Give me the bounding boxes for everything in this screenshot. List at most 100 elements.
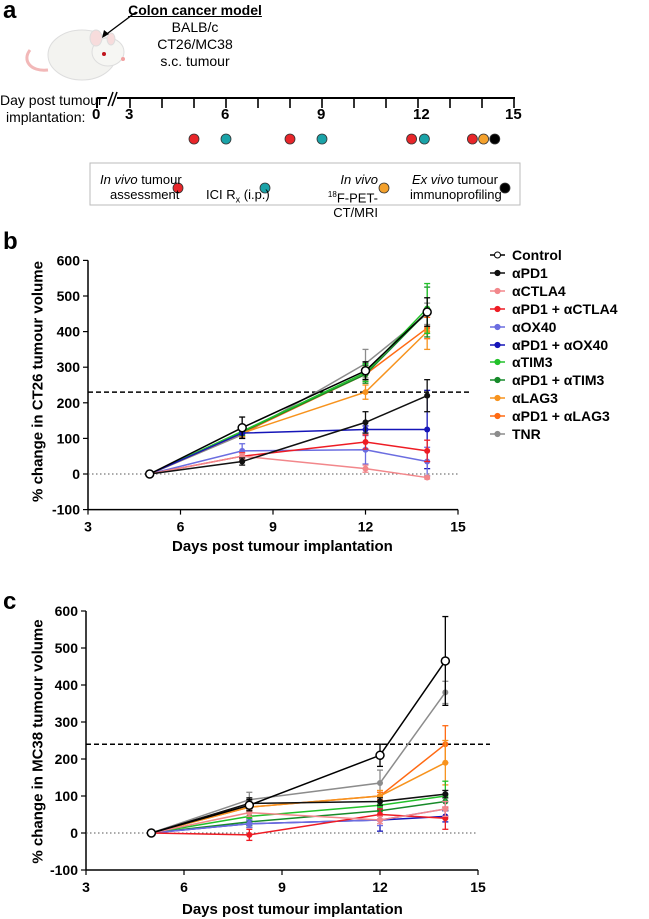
legend-assessment-text-2: assessment: [110, 187, 180, 202]
y-tick-label: 100: [57, 430, 81, 446]
data-point: [377, 798, 383, 805]
series-tnr: [149, 302, 431, 475]
mouse-ear: [89, 29, 103, 47]
legend-entry: TNR: [489, 426, 541, 442]
event-dot-assessment: [466, 133, 478, 145]
legend-assessment: In vivo tumour assessment: [100, 172, 182, 202]
y-tick-label: 200: [55, 751, 79, 767]
legend-entry: αLAG3: [489, 390, 558, 406]
model-strain: BALB/c: [171, 19, 219, 35]
series-line: [151, 762, 446, 834]
y-tick-label: -100: [50, 862, 78, 878]
legend-entry: αOX40: [489, 319, 556, 335]
data-point: [237, 422, 247, 433]
data-point: [377, 780, 383, 787]
event-dot-assessment: [284, 133, 296, 145]
data-point: [424, 392, 431, 399]
legend-assessment-italic: In vivo: [100, 172, 138, 187]
mouse-nose: [121, 57, 125, 61]
y-tick-label: 300: [55, 714, 79, 730]
data-point: [377, 817, 383, 824]
data-point: [362, 438, 369, 445]
panel-b-letter: b: [3, 228, 18, 255]
legend-label: Control: [512, 247, 562, 263]
legend-dot-ici: [259, 182, 271, 194]
mouse-ear-2: [106, 32, 116, 46]
legend-exvivo-text: tumour: [453, 172, 498, 187]
mouse-tail: [25, 49, 49, 72]
x-tick-label: 3: [84, 519, 92, 535]
series-line: [149, 327, 428, 475]
axis-break-mark: [111, 91, 118, 107]
event-dot-ici: [418, 133, 430, 145]
model-title: Colon cancer model: [128, 2, 262, 18]
model-route: s.c. tumour: [160, 53, 230, 69]
series--ctla4: [149, 452, 431, 481]
legend-label: αPD1 + αTIM3: [512, 372, 605, 389]
event-dot-ici: [316, 133, 328, 145]
event-dot-ici: [220, 133, 232, 145]
legend-ici-sub: x: [235, 194, 241, 205]
legend-label: αPD1 + αOX40: [512, 336, 609, 353]
legend-ici: ICI Rx (i.p.): [206, 187, 270, 208]
y-tick-label: 200: [57, 395, 81, 411]
series-line: [149, 311, 428, 475]
series-line: [151, 813, 446, 836]
legend-pet-italic: In vivo: [340, 172, 378, 187]
panel-c-letter: c: [3, 588, 17, 615]
x-tick-label: 9: [269, 519, 277, 535]
legend-entry: αPD1 + αOX40: [489, 337, 608, 353]
data-point: [246, 820, 253, 827]
data-point: [440, 656, 451, 666]
legend-exvivo-italic: Ex vivo: [412, 172, 454, 187]
y-tick-label: 400: [55, 677, 79, 693]
chart-c-ylabel: % change in MC38 tumour volume: [29, 619, 47, 864]
legend-marker-icon: [490, 341, 505, 348]
series-line: [149, 455, 428, 479]
series-control: [144, 297, 432, 479]
arrow-line: [103, 11, 137, 37]
timeline-label-1: Day post tumour: [0, 92, 103, 108]
event-dot-pet: [478, 133, 490, 145]
timeline-tick-0: 0: [92, 106, 101, 123]
legend-entry: αCTLA4: [489, 283, 566, 299]
data-point: [442, 805, 449, 812]
event-dot-exvivo: [489, 133, 501, 145]
x-tick-label: 9: [278, 879, 286, 895]
y-tick-label: 100: [55, 788, 79, 804]
series-line: [151, 795, 446, 834]
legend-label: αPD1 + αLAG3: [512, 408, 610, 425]
data-point: [239, 458, 246, 465]
data-point: [424, 474, 431, 481]
data-point: [362, 446, 369, 453]
legend-marker-icon: [490, 430, 505, 438]
legend-dot-pet: [378, 182, 390, 194]
event-dot-assessment: [188, 133, 200, 145]
legend-ici-text: ICI R: [206, 187, 236, 202]
y-tick-label: 600: [55, 603, 79, 619]
legend-label: αTIM3: [512, 354, 553, 371]
legend-pet-sup: 18: [327, 190, 337, 199]
legend-entry: αTIM3: [489, 354, 553, 370]
series-line: [149, 394, 428, 475]
x-tick-label: 6: [180, 879, 188, 895]
legend-marker-icon: [490, 287, 505, 294]
y-tick-label: -100: [52, 502, 80, 518]
data-point: [362, 419, 369, 426]
legend-exvivo-text-2: immunoprofiling: [410, 187, 502, 202]
data-point: [424, 447, 431, 454]
legend-marker-icon: [490, 323, 505, 330]
series-line: [151, 691, 446, 834]
y-tick-label: 0: [72, 466, 80, 482]
series--pd1: [149, 379, 431, 475]
legend-dot-assessment: [172, 182, 184, 194]
data-point: [144, 469, 155, 479]
legend-assessment-text: tumour: [137, 172, 182, 187]
data-point: [424, 426, 431, 433]
series-tnr: [151, 680, 449, 834]
y-tick-label: 500: [55, 640, 79, 656]
timeline-tick-3: 3: [125, 106, 134, 123]
series-line: [149, 428, 428, 475]
data-point: [422, 307, 432, 317]
